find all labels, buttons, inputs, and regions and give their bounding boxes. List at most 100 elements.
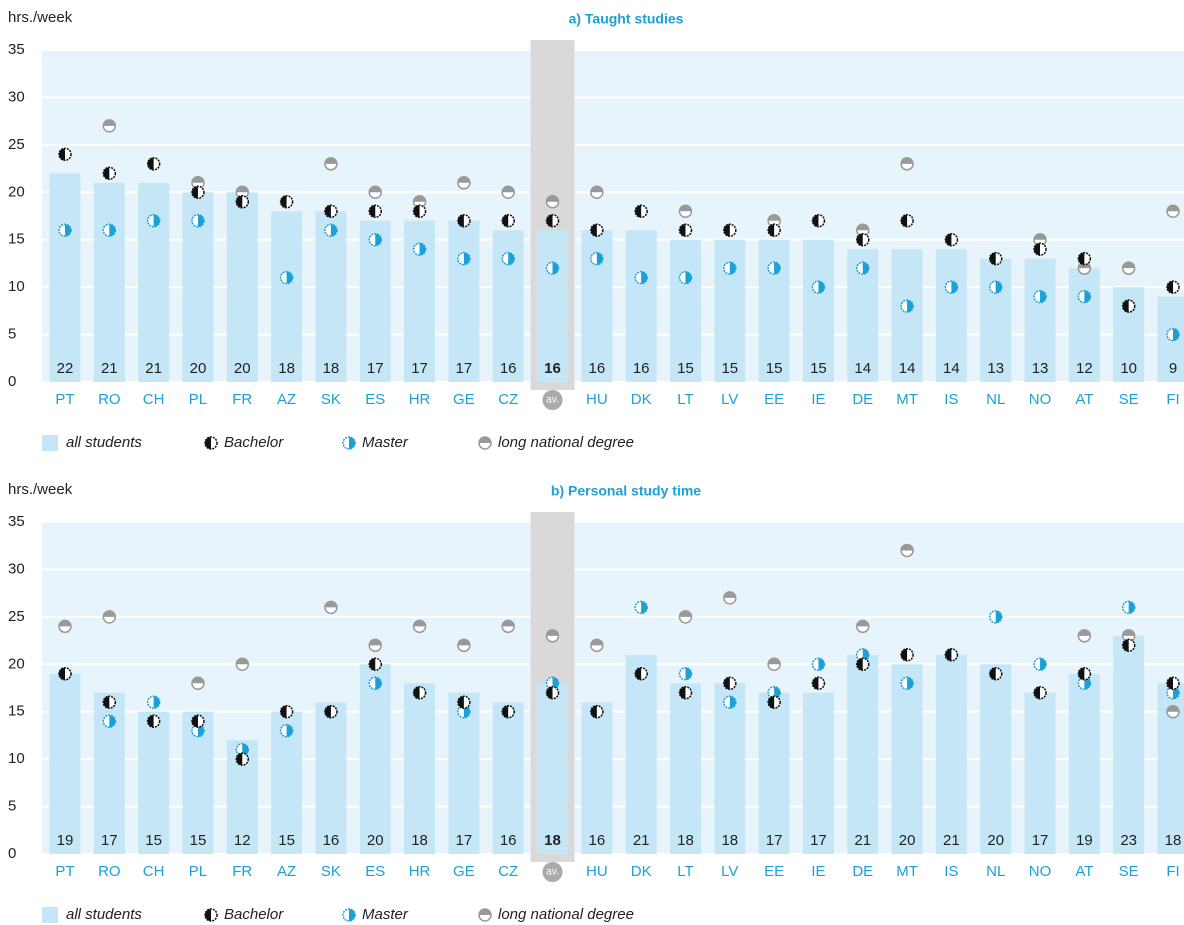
bar-value-label: 22 (57, 360, 74, 377)
marker-fill (324, 705, 331, 718)
marker (634, 270, 648, 285)
marker-fill (679, 205, 692, 212)
marker-fill (590, 224, 597, 237)
marker-fill (1078, 629, 1091, 636)
bar-value-label: 18 (411, 832, 428, 849)
marker (102, 714, 117, 728)
marker (279, 704, 294, 719)
marker-fill (679, 610, 692, 617)
marker-fill (109, 224, 116, 237)
marker (634, 667, 648, 681)
bar (404, 683, 436, 854)
marker-fill (818, 658, 825, 671)
chart-title: a) Taught studies (569, 11, 684, 27)
x-tick-label: av. (546, 867, 559, 878)
marker-fill (951, 281, 958, 294)
marker-fill (65, 224, 71, 237)
marker (678, 610, 693, 624)
x-tick-label: EE (764, 391, 784, 408)
marker (988, 610, 1003, 624)
marker (412, 195, 427, 209)
marker-fill (641, 271, 648, 284)
marker-fill (419, 243, 426, 256)
marker (900, 676, 914, 691)
marker-fill (236, 753, 243, 766)
x-tick-label: NO (1029, 863, 1052, 880)
marker (856, 619, 870, 634)
bar-value-label: 16 (544, 360, 561, 377)
bar (581, 702, 613, 854)
marker (811, 213, 826, 228)
marker (723, 591, 737, 605)
x-tick-label: FI (1166, 391, 1179, 408)
marker-fill (729, 262, 736, 275)
bar-value-label: 21 (854, 832, 871, 849)
marker (324, 600, 338, 615)
marker-fill (191, 677, 204, 684)
x-tick-label: GE (453, 391, 475, 408)
marker-fill (59, 620, 71, 627)
marker-fill (812, 214, 819, 227)
bar-value-label: 21 (633, 832, 650, 849)
bar-value-label: 18 (544, 832, 561, 849)
marker-fill (324, 157, 337, 164)
legend-item: long national degree (478, 434, 634, 451)
marker (545, 685, 560, 700)
marker (368, 638, 382, 653)
x-tick-label: IE (811, 863, 825, 880)
marker (1077, 667, 1092, 681)
marker (856, 261, 870, 275)
bar-value-label: 14 (899, 360, 916, 377)
bar-value-label: 9 (1169, 360, 1177, 377)
marker (235, 752, 250, 766)
marker-fill (286, 724, 293, 737)
marker (1033, 685, 1047, 700)
marker-fill (1122, 262, 1135, 269)
marker-fill (286, 271, 293, 284)
bar-value-label: 23 (1120, 832, 1137, 849)
marker-fill (1167, 281, 1173, 294)
marker (678, 270, 693, 285)
marker-fill (236, 186, 249, 193)
y-tick-label: 5 (8, 326, 16, 343)
bar-value-label: 20 (367, 832, 384, 849)
marker-fill (457, 214, 464, 227)
marker-fill (590, 186, 603, 193)
marker (324, 157, 338, 171)
category-badge (542, 862, 563, 882)
x-tick-label: av. (546, 395, 559, 406)
marker-fill (59, 667, 65, 680)
x-tick-label: FI (1166, 863, 1179, 880)
marker (1166, 676, 1180, 691)
marker-fill (945, 233, 952, 246)
bar (93, 182, 125, 382)
marker (412, 242, 427, 256)
marker-fill (995, 281, 1002, 294)
x-tick-label: HU (586, 863, 608, 880)
marker-fill (546, 686, 553, 699)
bar (359, 664, 391, 854)
marker (324, 204, 338, 219)
marker (457, 251, 471, 266)
marker-fill (236, 195, 243, 208)
marker-fill (856, 233, 863, 246)
x-tick-label: IS (944, 391, 958, 408)
marker (58, 619, 72, 634)
x-tick-label: LT (677, 391, 693, 408)
bar-value-label: 15 (810, 360, 827, 377)
marker-fill (1167, 205, 1179, 212)
y-tick-label: 35 (8, 41, 25, 58)
marker-fill (1122, 639, 1129, 652)
marker (545, 195, 560, 209)
marker-fill (369, 205, 376, 218)
marker-fill (413, 686, 420, 699)
marker-fill (1040, 658, 1047, 671)
marker-fill (413, 195, 426, 202)
marker (767, 261, 781, 275)
bar (448, 692, 480, 854)
marker (590, 185, 604, 200)
bar-value-label: 16 (323, 832, 340, 849)
marker-fill (1122, 629, 1135, 636)
marker (900, 648, 914, 662)
x-tick-label: AZ (277, 391, 296, 408)
